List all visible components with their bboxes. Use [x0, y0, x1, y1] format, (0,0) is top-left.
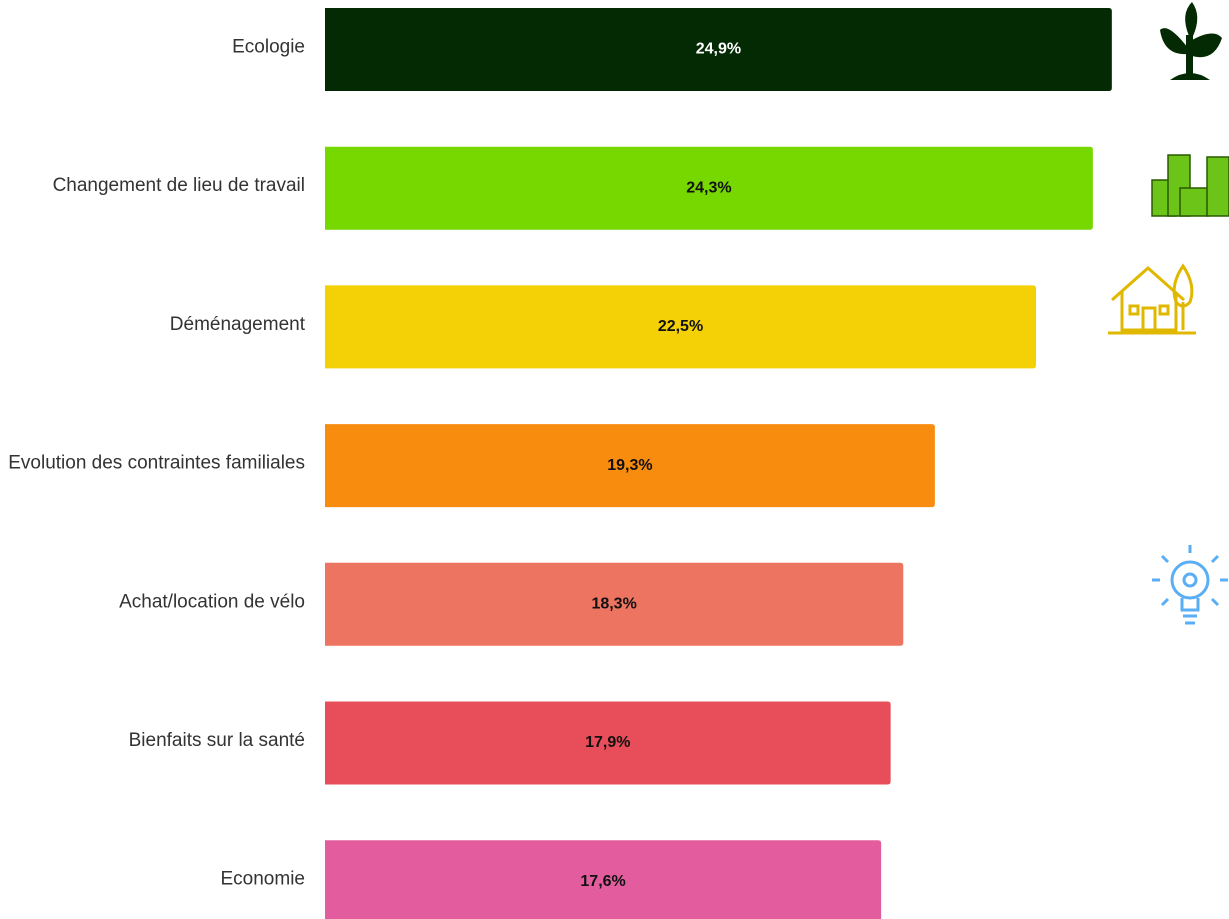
value-label: 18,3% — [591, 596, 636, 613]
lightbulb-icon — [1152, 545, 1228, 625]
bar — [325, 562, 904, 646]
category-label: Changement de lieu de travail — [53, 175, 305, 196]
value-label: 22,5% — [658, 318, 703, 335]
bar — [325, 701, 891, 785]
bar — [325, 424, 935, 508]
house-icon — [1108, 263, 1196, 335]
bar — [325, 146, 1093, 230]
category-label: Economie — [221, 869, 306, 890]
bar — [325, 8, 1112, 91]
value-label: 17,6% — [580, 873, 625, 890]
value-label: 19,3% — [607, 457, 652, 474]
category-label: Bienfaits sur la santé — [129, 730, 305, 751]
value-label: 24,9% — [696, 41, 741, 58]
value-label: 24,3% — [686, 179, 731, 196]
bar — [325, 285, 1036, 369]
category-label: Ecologie — [232, 37, 305, 58]
plant-icon — [1160, 2, 1222, 80]
value-label: 17,9% — [585, 734, 630, 751]
bar — [325, 840, 882, 919]
category-label: Déménagement — [170, 314, 306, 335]
category-label: Evolution des contraintes familiales — [8, 453, 305, 474]
category-label: Achat/location de vélo — [119, 591, 305, 612]
buildings-icon — [1151, 154, 1229, 217]
